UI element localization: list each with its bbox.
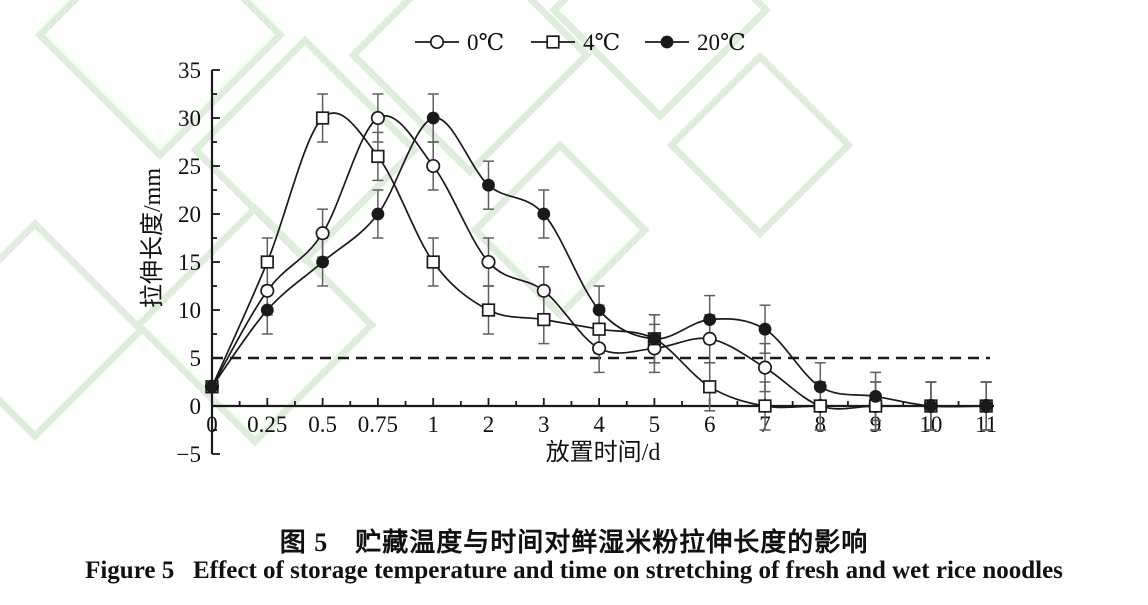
legend-label: 20℃: [697, 30, 746, 55]
x-tick-label: 0.25: [247, 412, 287, 437]
watermark-diamond: [133, 203, 377, 447]
filled-circle-marker: [537, 207, 551, 221]
filled-circle-marker: [260, 303, 274, 317]
filled-circle-marker: [205, 380, 219, 394]
caption-chinese: 图 5 贮藏温度与时间对鲜湿米粉拉伸长度的影响: [279, 528, 869, 557]
x-tick-label: 3: [538, 412, 550, 437]
open-square-marker: [315, 111, 330, 125]
open-square-marker: [592, 322, 606, 336]
open-circle-marker: [429, 34, 445, 50]
open-square-marker: [371, 149, 385, 164]
series-line-20℃: [211, 117, 987, 408]
open-square-marker: [481, 303, 496, 317]
open-square-marker: [703, 380, 717, 394]
open-circle-marker: [426, 158, 441, 174]
x-axis-title: 放置时间/d: [546, 439, 661, 466]
filled-circle-marker: [869, 390, 882, 403]
filled-circle-marker: [316, 255, 329, 269]
x-tick-label: 0.75: [358, 412, 398, 437]
y-tick-label: 5: [190, 346, 202, 371]
filled-circle-marker: [979, 399, 993, 413]
open-circle-marker: [702, 331, 717, 346]
watermark-diamond: [0, 218, 147, 442]
y-axis-ticks: [212, 69, 220, 455]
filled-circle-marker: [813, 380, 827, 394]
filled-circle-marker: [660, 35, 674, 49]
legend-label: 0℃: [467, 30, 504, 55]
x-tick-label: 2: [483, 412, 495, 437]
filled-circle-marker: [758, 322, 772, 336]
x-tick-label: 5: [649, 412, 661, 437]
x-tick-label: 1: [427, 412, 439, 437]
x-tick-label: 0.5: [308, 412, 337, 437]
watermark-diamond: [548, 0, 772, 122]
x-axis-tick-labels: 00.250.50.751234567891011: [206, 412, 997, 437]
filled-circle-marker: [371, 207, 385, 221]
y-axis-title: 拉伸长度/mm: [139, 168, 166, 308]
open-square-marker: [546, 35, 560, 49]
filled-circle-marker: [592, 303, 606, 317]
open-circle-marker: [592, 341, 607, 356]
series-line-4℃: [211, 112, 987, 409]
open-square-marker: [426, 255, 440, 269]
caption-english: Figure 5 Effect of storage temperature a…: [85, 557, 1063, 584]
watermark-diamond: [470, 140, 650, 320]
x-tick-label: 4: [593, 412, 605, 437]
legend-item-4℃: 4℃: [531, 30, 620, 55]
open-square-marker: [260, 255, 274, 269]
error-bars: [261, 93, 992, 431]
open-square-marker: [813, 399, 827, 413]
filled-circle-marker: [426, 111, 440, 125]
y-tick-label: 20: [178, 202, 201, 227]
y-tick-label: −5: [177, 442, 201, 467]
y-axis-tick-labels: −5 0 5 10 15 20 25 30 35: [177, 58, 201, 467]
open-circle-marker: [370, 110, 385, 126]
open-square-marker: [758, 399, 772, 413]
y-tick-label: 15: [178, 250, 201, 275]
watermark-pattern: [0, 0, 854, 447]
y-tick-label: 10: [178, 298, 201, 323]
filled-circle-marker: [648, 332, 661, 346]
watermark-diamond: [190, 35, 420, 265]
y-tick-label: 30: [178, 106, 201, 131]
watermark-diamond: [348, 0, 592, 177]
filled-circle-marker: [482, 178, 495, 192]
y-tick-label: 25: [178, 154, 201, 179]
open-circle-marker: [757, 360, 773, 375]
open-circle-marker: [536, 283, 551, 298]
series-markers-20℃: [205, 111, 993, 413]
open-circle-marker: [260, 283, 275, 298]
open-square-marker: [537, 312, 551, 327]
y-tick-label: 0: [190, 394, 202, 419]
legend-label: 4℃: [583, 30, 620, 55]
watermark-diamond: [666, 51, 854, 239]
filled-circle-marker: [703, 313, 717, 326]
line-chart: −50510152025303500.250.50.75123456789101…: [0, 0, 997, 467]
legend: 0℃ 4℃ 20℃: [415, 30, 746, 55]
open-circle-marker: [315, 226, 330, 241]
legend-item-0℃: 0℃: [415, 30, 504, 55]
filled-circle-marker: [924, 399, 938, 413]
open-circle-marker: [481, 254, 496, 270]
x-tick-label: 6: [704, 412, 716, 437]
x-tick-label: 0: [206, 412, 218, 437]
watermark-diamond: [34, 0, 286, 161]
legend-item-20℃: 20℃: [645, 30, 746, 55]
y-tick-label: 35: [178, 58, 201, 83]
